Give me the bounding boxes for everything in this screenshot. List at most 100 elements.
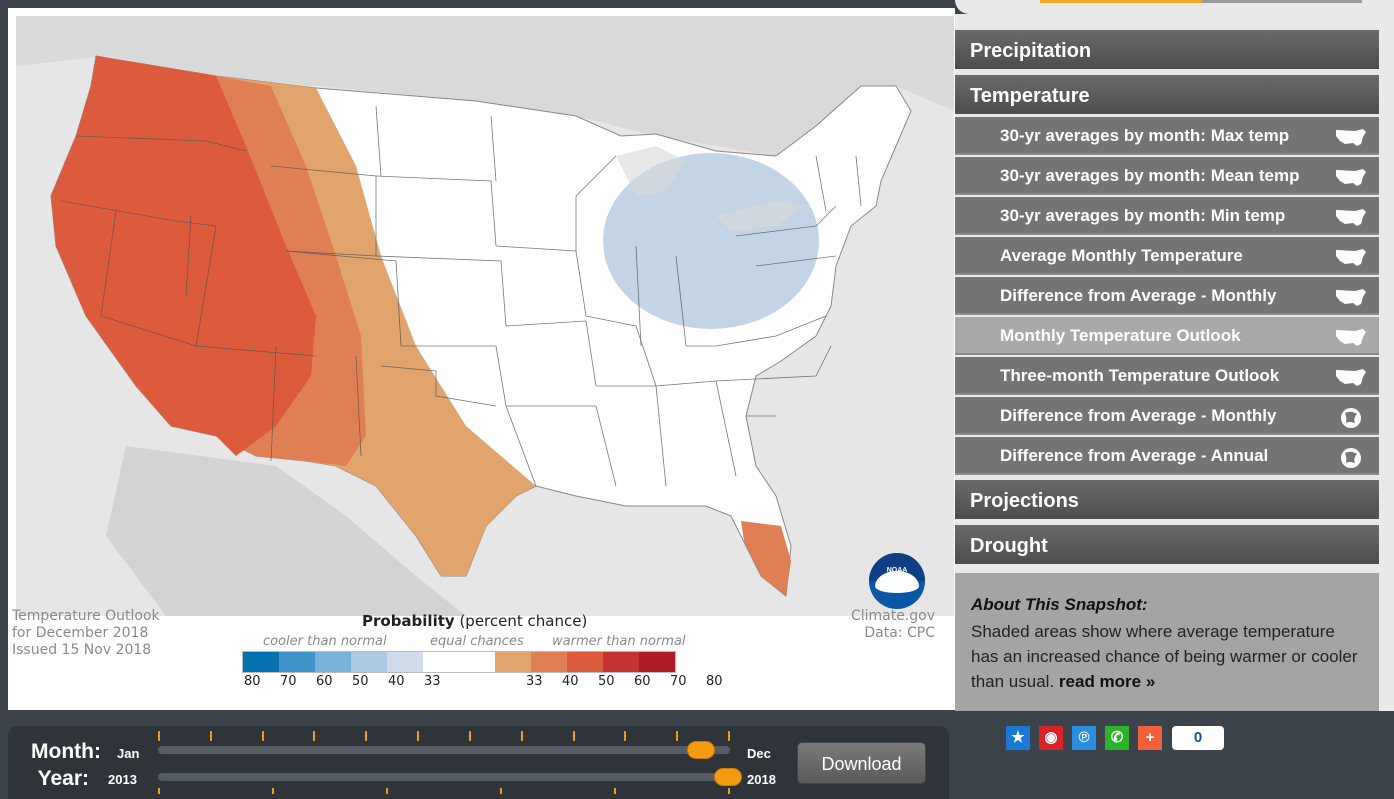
weibo-icon[interactable]: ◉: [1039, 726, 1063, 750]
month-label: Month:: [31, 740, 101, 763]
us-map-icon: [1335, 285, 1367, 307]
map-caption: Temperature Outlook for December 2018 Is…: [12, 608, 160, 659]
month-tick: [313, 731, 316, 741]
legend-warmer-label: warmer than normal: [552, 634, 686, 649]
year-slider-handle[interactable]: [714, 768, 742, 786]
sidebar-item-label: 30-yr averages by month: Min temp: [1000, 206, 1286, 225]
map-credit: Climate.gov Data: CPC: [790, 608, 935, 642]
month-tick: [365, 731, 368, 741]
legend-swatch: [603, 652, 639, 672]
top-tab-active[interactable]: [1040, 0, 1202, 3]
month-tick: [572, 731, 575, 741]
read-more-link[interactable]: read more »: [1058, 672, 1156, 691]
sidebar-item-8[interactable]: Difference from Average - Monthly: [955, 397, 1379, 435]
about-text: Shaded areas show where average temperat…: [971, 622, 1358, 691]
caption-period: for December 2018: [12, 625, 149, 641]
top-tab[interactable]: [1202, 0, 1362, 3]
legend-swatch: [315, 652, 351, 672]
legend-title: Probability (percent chance): [362, 612, 588, 630]
year-start: 2013: [108, 772, 137, 787]
legend-swatch: [351, 652, 387, 672]
legend-equal-label: equal chances: [430, 634, 524, 649]
year-slider[interactable]: [158, 773, 730, 781]
year-tick: [386, 788, 388, 794]
us-map-icon: [1335, 325, 1367, 347]
legend-swatch: [531, 652, 567, 672]
sidebar-item-7[interactable]: Three-month Temperature Outlook: [955, 357, 1379, 395]
month-tick: [676, 731, 679, 741]
share-count: 0: [1172, 726, 1224, 750]
about-title: About This Snapshot:: [971, 595, 1148, 614]
month-tick: [728, 731, 730, 741]
sidebar-item-label: Difference from Average - Monthly: [1000, 406, 1277, 425]
sidebar-item-label: Difference from Average - Annual: [1000, 446, 1269, 465]
us-map-icon: [1335, 165, 1367, 187]
legend-cooler-label: cooler than normal: [263, 634, 387, 649]
star-icon[interactable]: ★: [1006, 726, 1030, 750]
sidebar-item-label: Average Monthly Temperature: [1000, 246, 1243, 265]
us-map-icon: [1335, 125, 1367, 147]
globe-icon: [1335, 405, 1367, 428]
month-slider-handle[interactable]: [687, 741, 716, 759]
noaa-logo: NOAA: [869, 553, 925, 609]
top-strip: [0, 0, 1394, 8]
year-tick: [500, 788, 502, 794]
sidebar-item-4[interactable]: Average Monthly Temperature: [955, 237, 1379, 275]
year-end: 2018: [747, 772, 776, 787]
year-tick: [614, 788, 616, 794]
wechat-icon[interactable]: ✆: [1105, 726, 1129, 750]
month-tick: [468, 731, 471, 741]
about-snapshot: About This Snapshot: Shaded areas show w…: [955, 573, 1379, 711]
category-drought[interactable]: Drought: [955, 522, 1379, 564]
sidebar-item-2[interactable]: 30-yr averages by month: Mean temp: [955, 157, 1379, 195]
sidebar-item-1[interactable]: 30-yr averages by month: Max temp: [955, 117, 1379, 155]
credit-data: Data: CPC: [864, 625, 935, 641]
legend-swatch: [423, 652, 459, 672]
category-temperature[interactable]: Temperature: [955, 72, 1379, 114]
month-end: Dec: [747, 746, 771, 761]
map-panel: NOAA: [8, 8, 955, 710]
sidebar-item-label: Monthly Temperature Outlook: [1000, 326, 1241, 345]
sidebar-item-label: Three-month Temperature Outlook: [1000, 366, 1280, 385]
month-slider[interactable]: [158, 746, 730, 754]
month-tick: [158, 731, 160, 741]
legend-tick-cool: 50: [352, 674, 369, 689]
legend-tick-cool: 40: [388, 674, 405, 689]
month-tick: [520, 731, 523, 741]
year-label: Year:: [37, 767, 89, 790]
legend-tick-warm: 40: [562, 674, 579, 689]
legend-swatch: [459, 652, 495, 672]
download-button[interactable]: Download: [797, 742, 926, 784]
legend-swatch: [639, 652, 675, 672]
sidebar-item-3[interactable]: 30-yr averages by month: Min temp: [955, 197, 1379, 235]
legend-colorbar: [242, 651, 676, 673]
sidebar-item-5[interactable]: Difference from Average - Monthly: [955, 277, 1379, 315]
legend-tick-cool: 33: [424, 674, 441, 689]
sidebar-item-label: Difference from Average - Monthly: [1000, 286, 1277, 305]
legend-swatch: [495, 652, 531, 672]
legend-tick-cool: 60: [316, 674, 333, 689]
legend-tick-warm: 50: [598, 674, 615, 689]
month-start: Jan: [117, 746, 140, 761]
legend-tick-warm: 33: [526, 674, 543, 689]
plus-icon[interactable]: +: [1138, 726, 1162, 750]
sidebar-item-9[interactable]: Difference from Average - Annual: [955, 437, 1379, 475]
category-projections[interactable]: Projections: [955, 477, 1379, 519]
outlook-map: [16, 16, 954, 616]
year-tick: [272, 788, 274, 794]
sidebar-item-6[interactable]: Monthly Temperature Outlook: [955, 317, 1379, 355]
category-precipitation[interactable]: Precipitation: [955, 27, 1379, 69]
credit-source: Climate.gov: [850, 608, 935, 624]
sidebar-item-label: 30-yr averages by month: Mean temp: [1000, 166, 1300, 185]
sidebar-item-label: 30-yr averages by month: Max temp: [1000, 126, 1290, 145]
legend-tick-cool: 80: [244, 674, 261, 689]
caption-issued: Issued 15 Nov 2018: [12, 642, 152, 658]
top-toolbar: [955, 0, 1394, 14]
us-map-icon: [1335, 365, 1367, 387]
month-tick: [417, 731, 420, 741]
legend-swatch: [387, 652, 423, 672]
caption-title: Temperature Outlook: [12, 608, 160, 624]
legend-tick-warm: 80: [706, 674, 723, 689]
globe-icon: [1335, 445, 1367, 468]
tencent-icon[interactable]: ℗: [1072, 726, 1096, 750]
